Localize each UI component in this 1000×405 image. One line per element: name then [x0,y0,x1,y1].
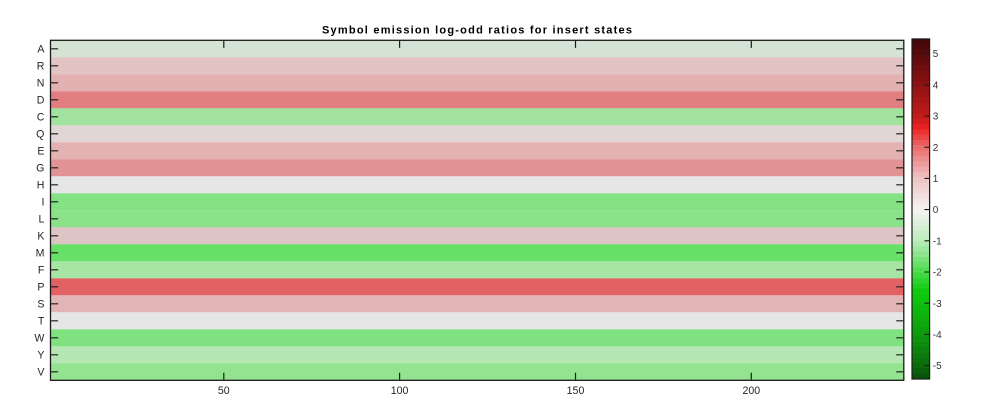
svg-text:R: R [37,61,45,73]
svg-text:P: P [37,282,44,294]
svg-text:-2: -2 [933,268,942,279]
svg-text:D: D [37,95,45,107]
svg-text:-3: -3 [933,299,942,310]
svg-text:W: W [34,333,44,345]
svg-text:0: 0 [933,205,939,216]
svg-text:-1: -1 [933,236,942,247]
svg-text:-5: -5 [933,361,942,372]
svg-text:C: C [37,112,45,124]
svg-text:150: 150 [567,385,585,397]
svg-text:-4: -4 [933,330,942,341]
svg-text:1: 1 [933,174,939,185]
svg-text:V: V [37,367,45,379]
svg-text:100: 100 [391,385,409,397]
svg-text:E: E [37,146,44,158]
svg-text:2: 2 [933,143,939,154]
svg-text:M: M [36,248,45,260]
svg-text:N: N [37,78,45,90]
svg-text:5: 5 [933,49,939,60]
svg-text:H: H [37,180,45,192]
svg-text:F: F [38,265,45,277]
svg-text:200: 200 [742,385,760,397]
svg-text:50: 50 [218,385,230,397]
svg-text:G: G [36,163,44,175]
svg-text:L: L [38,214,44,226]
svg-text:A: A [37,44,45,56]
svg-text:Y: Y [37,350,44,362]
svg-text:S: S [37,299,44,311]
svg-text:I: I [41,197,44,209]
svg-text:4: 4 [933,80,939,91]
svg-text:Q: Q [36,129,44,141]
svg-text:3: 3 [933,112,939,123]
svg-text:K: K [37,231,44,243]
svg-text:T: T [38,316,45,328]
svg-text:Symbol emission log-odd ratios: Symbol emission log-odd ratios for inser… [322,24,632,36]
